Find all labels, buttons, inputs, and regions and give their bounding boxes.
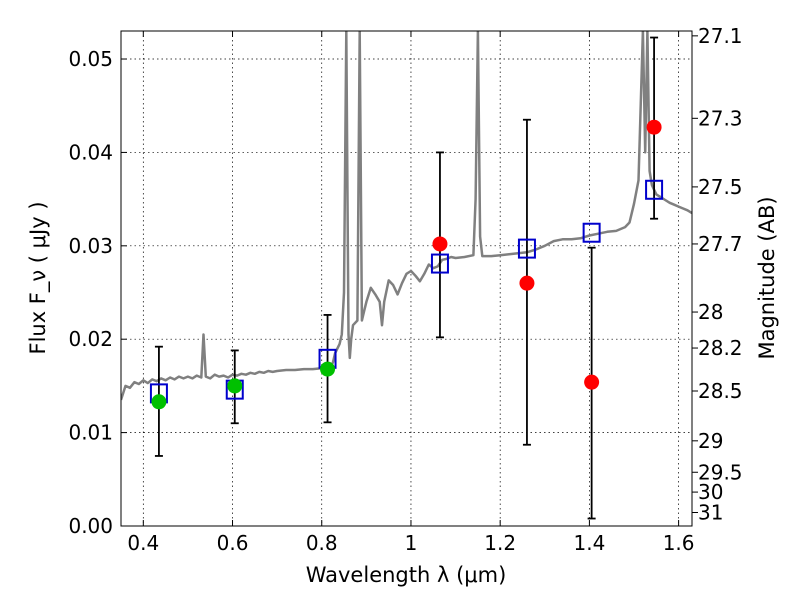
y-tick-label: 0.01 (68, 421, 113, 445)
green-data-point (227, 378, 243, 394)
model-square-marker (582, 222, 601, 243)
y-tick-label: 0.02 (68, 327, 113, 351)
y2-tick-label: 31 (698, 501, 723, 525)
x-tick-label: 1.4 (573, 531, 605, 555)
x-tick-label: 0.6 (217, 531, 249, 555)
red-data-point (432, 236, 448, 252)
y-axis-label: Flux F_ν ( μJy ) (26, 201, 51, 354)
x-tick-label: 1.6 (663, 531, 695, 555)
grid (121, 31, 692, 527)
plot-frame (120, 30, 693, 527)
y2-tick-label: 29.5 (698, 460, 743, 484)
y-tick-label: 0.03 (68, 234, 113, 258)
red-data-point (519, 275, 535, 291)
x-tick-label: 0.8 (306, 531, 338, 555)
red-data-point (584, 374, 600, 390)
y-tick-label: 0.04 (68, 140, 113, 164)
y2-tick-label: 28.2 (698, 336, 743, 360)
y2-tick-label: 28 (698, 300, 723, 324)
y2-tick-label: 29 (698, 429, 723, 453)
model-square-marker (430, 253, 449, 274)
green-data-point (320, 361, 336, 377)
y-tick-label: 0.00 (68, 514, 113, 538)
x-axis-label: Wavelength λ (μm) (306, 563, 507, 587)
y2-tick-label: 27.3 (698, 106, 743, 130)
x-tick-label: 1 (405, 531, 418, 555)
spectrum-line (121, 31, 692, 401)
y2-tick-label: 27.5 (698, 175, 743, 199)
plot-area (121, 31, 692, 520)
x-tick-label: 1.2 (484, 531, 516, 555)
y-tick-label: 0.05 (68, 47, 113, 71)
x-tick-label: 0.4 (127, 531, 159, 555)
model-square-marker (517, 238, 536, 259)
model-square-marker (645, 179, 664, 200)
y2-tick-label: 30 (698, 480, 723, 504)
y2-axis-label: Magnitude (AB) (755, 196, 779, 359)
axes: 0.4 0.6 0.8 1 1.2 1.4 1.6 0.00 0.01 0.02 0.03 0.04 0… (68, 24, 742, 555)
green-data-point (151, 394, 167, 410)
y2-tick-label: 28.5 (698, 379, 743, 403)
y2-tick-label: 27.7 (698, 232, 743, 256)
y2-tick-label: 27.1 (698, 24, 743, 48)
red-data-point (646, 119, 662, 135)
